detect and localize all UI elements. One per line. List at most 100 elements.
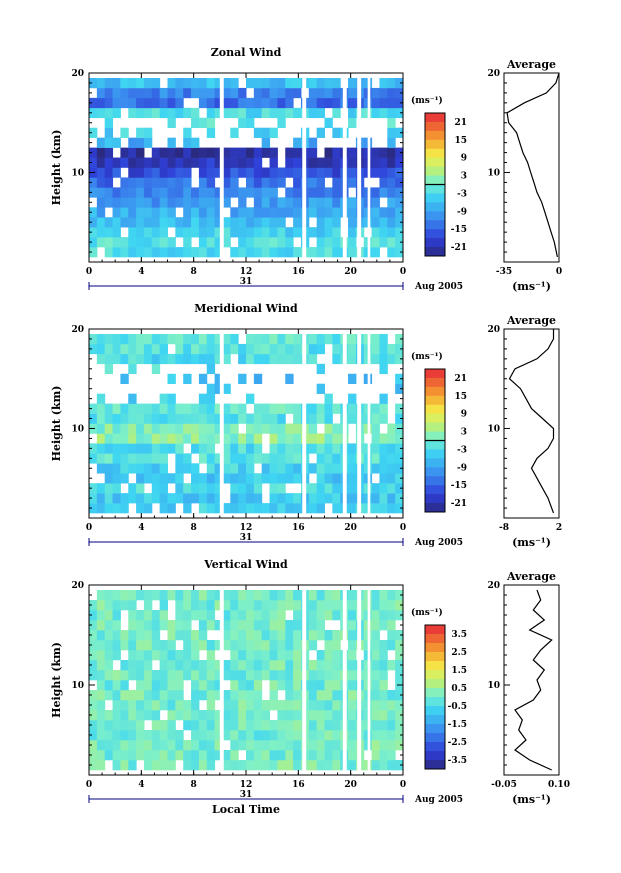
heat-cell — [348, 620, 357, 631]
heat-cell — [89, 97, 98, 109]
heat-cell — [253, 600, 263, 611]
heat-cell — [96, 620, 106, 631]
heat-cell — [104, 433, 114, 444]
average-title: Average — [506, 570, 556, 583]
heat-cell — [332, 463, 341, 474]
heat-cell — [324, 700, 333, 711]
heat-cell — [167, 423, 176, 434]
heat-cell — [269, 750, 278, 761]
heat-cell — [222, 620, 231, 631]
heat-cell — [277, 473, 286, 484]
heat-cell — [379, 413, 388, 424]
heat-cell — [277, 413, 286, 424]
heat-cell — [167, 620, 176, 631]
heat-cell — [308, 760, 318, 771]
heat-cell — [120, 177, 129, 188]
heat-cell — [175, 730, 184, 741]
heat-cell — [253, 77, 263, 89]
heat-cell — [348, 670, 357, 681]
heat-cell — [277, 217, 286, 228]
heat-cell — [379, 217, 388, 228]
heat-cell — [136, 620, 145, 631]
heat-cell — [395, 127, 404, 138]
heat-cell — [104, 730, 114, 741]
heat-cell — [269, 463, 278, 474]
x-tick-label: 8 — [191, 780, 197, 790]
heat-cell — [348, 343, 357, 355]
heat-cell — [371, 600, 380, 611]
x-tick-label: 12 — [240, 523, 253, 533]
data-gap — [342, 329, 347, 518]
heat-cell — [183, 630, 192, 641]
heat-cell — [96, 97, 106, 109]
heat-cell — [151, 237, 161, 248]
heat-cell — [332, 97, 341, 109]
heat-cell — [143, 413, 153, 424]
heat-cell — [277, 433, 286, 444]
heat-cell — [371, 660, 380, 671]
heat-cell — [175, 147, 184, 158]
heat-cell — [206, 403, 216, 414]
panel-title: Vertical Wind — [203, 558, 288, 571]
heat-cell — [175, 600, 184, 611]
heat-cell — [206, 503, 216, 514]
heat-cell — [175, 750, 184, 761]
heat-cell — [128, 197, 137, 208]
heat-cell — [104, 720, 114, 731]
heat-cell — [261, 620, 271, 631]
heat-cell — [324, 670, 333, 681]
heat-cell — [395, 157, 404, 168]
heat-cell — [120, 590, 129, 601]
colorbar-bin — [425, 733, 445, 743]
heat-cell — [238, 403, 247, 414]
heat-cell — [167, 217, 176, 228]
heat-cell — [159, 413, 168, 424]
heat-cell — [198, 493, 208, 504]
heat-cell — [128, 690, 137, 701]
heat-cell — [308, 137, 318, 148]
heat-cell — [324, 453, 333, 464]
heat-cell — [332, 333, 341, 345]
heat-cell — [238, 107, 247, 119]
heat-cell — [120, 443, 129, 454]
x-tick-label: 8 — [191, 267, 197, 277]
heat-cell — [269, 453, 278, 464]
heat-cell — [238, 630, 247, 641]
heat-cell — [269, 227, 278, 238]
heat-cell — [159, 227, 168, 238]
heat-cell — [277, 77, 286, 89]
heat-cell — [387, 77, 396, 89]
heat-cell — [159, 600, 168, 611]
heat-cell — [222, 413, 231, 424]
x-tick-label: 20 — [344, 523, 357, 533]
heat-cell — [136, 247, 145, 258]
heat-cell — [246, 97, 255, 109]
heat-cell — [269, 610, 278, 621]
heat-cell — [253, 167, 263, 178]
heat-cell — [324, 197, 333, 208]
heat-cell — [175, 453, 184, 464]
heat-cell — [395, 147, 404, 158]
colorbar-frame — [424, 624, 446, 770]
heat-cell — [348, 600, 357, 611]
heat-cell — [128, 217, 137, 228]
heat-cell — [151, 217, 161, 228]
heat-cell — [167, 77, 176, 89]
heat-cell — [285, 423, 294, 434]
heat-cell — [293, 423, 302, 434]
heat-cell — [387, 177, 396, 188]
heat-cell — [293, 403, 302, 414]
heat-cell — [371, 207, 380, 218]
heat-cell — [324, 720, 333, 731]
heat-cell — [183, 453, 192, 464]
average-profile-line — [508, 329, 555, 514]
heat-cell — [285, 650, 294, 661]
heat-cell — [167, 137, 176, 148]
heat-cell — [89, 453, 98, 464]
heat-cell — [183, 740, 192, 751]
heat-cell — [183, 650, 192, 661]
heat-cell — [253, 333, 263, 345]
heat-cell — [379, 453, 388, 464]
heat-cell — [261, 343, 271, 355]
heat-cell — [151, 247, 161, 258]
